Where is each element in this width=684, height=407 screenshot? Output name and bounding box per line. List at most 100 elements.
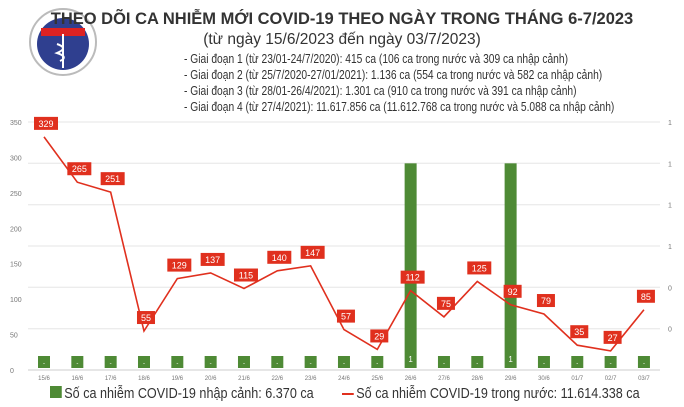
data-label: 57	[341, 312, 351, 322]
left-tick-label: 200	[10, 226, 22, 233]
phase-2: - Giai đoạn 2 (từ 25/7/2020-27/01/2021):…	[184, 68, 603, 82]
bar	[204, 356, 217, 368]
left-tick-label: 150	[10, 262, 22, 269]
bar	[437, 356, 450, 368]
legend-bar-swatch	[50, 386, 62, 398]
data-label-box	[34, 116, 58, 130]
right-tick-label: 1	[668, 244, 672, 251]
bar-label: -	[476, 361, 478, 367]
x-tick-label: 17/6	[105, 376, 117, 382]
left-tick-label: 350	[10, 120, 22, 127]
data-label: 115	[239, 271, 253, 281]
data-label-box	[100, 172, 125, 186]
data-label-box	[503, 284, 522, 298]
bar	[271, 356, 284, 368]
x-tick-label: 29/6	[505, 376, 517, 382]
data-label: 125	[472, 263, 487, 273]
data-label-box	[300, 245, 325, 259]
data-label: 35	[574, 327, 584, 337]
x-tick-label: 26/6	[405, 376, 417, 382]
bar-label: -	[76, 361, 78, 367]
data-label-box	[436, 296, 455, 310]
bar-label: -	[610, 361, 612, 367]
x-tick-label: 25/6	[371, 376, 383, 382]
data-label-box	[570, 325, 589, 339]
data-label-box	[467, 261, 492, 275]
right-tick-label: 0	[668, 327, 672, 334]
x-tick-label: 28/6	[471, 376, 483, 382]
data-label-box	[370, 329, 389, 343]
bar-label: -	[243, 361, 245, 367]
bar-label: -	[143, 361, 145, 367]
x-tick-label: 01/7	[571, 376, 583, 382]
bar	[637, 356, 650, 368]
bar-label: 1	[508, 355, 513, 364]
bar	[504, 163, 517, 368]
bar	[137, 356, 150, 368]
chart-title: THEO DÕI CA NHIỄM MỚI COVID-19 THEO NGÀY…	[50, 10, 634, 28]
bar	[371, 356, 384, 368]
bar-label: -	[210, 361, 212, 367]
bar	[38, 356, 50, 368]
x-tick-label: 16/6	[71, 376, 83, 382]
left-tick-label: 250	[10, 191, 22, 198]
data-label: 147	[305, 248, 320, 258]
bar	[571, 356, 584, 368]
x-tick-label: 18/6	[138, 376, 150, 382]
bar	[171, 356, 184, 368]
data-label-box	[267, 250, 292, 264]
data-label-box	[636, 289, 655, 303]
x-tick-label: 27/6	[438, 376, 450, 382]
right-tick-label: 1	[668, 203, 672, 210]
bar-label: -	[276, 361, 278, 367]
data-label: 79	[541, 296, 551, 306]
bar-label: -	[343, 361, 345, 367]
phase-1: - Giai đoạn 1 (từ 23/01-24/7/2020): 415 …	[184, 52, 568, 66]
data-label: 55	[141, 313, 151, 323]
x-tick-label: 19/6	[171, 376, 183, 382]
bar	[604, 356, 617, 368]
legend-line-label: Số ca nhiễm COVID-19 trong nước: 11.614.…	[356, 385, 640, 402]
data-label: 265	[72, 164, 87, 174]
legend-bar: Số ca nhiễm COVID-19 nhập cảnh: 6.370 ca	[50, 385, 314, 403]
chart-subtitle: (từ ngày 15/6/2023 đến ngày 03/7/2023)	[203, 31, 481, 48]
bar	[71, 356, 84, 368]
bar	[337, 356, 350, 368]
x-tick-label: 23/6	[305, 376, 317, 382]
bar-label: -	[110, 361, 112, 367]
x-tick-label: 24/6	[338, 376, 350, 382]
bar-label: -	[543, 361, 545, 367]
x-tick-label: 30/6	[538, 376, 550, 382]
left-tick-label: 50	[10, 333, 18, 340]
bar-label: -	[376, 361, 378, 367]
legend-line-swatch	[342, 393, 354, 396]
data-label-box	[233, 268, 258, 282]
bar	[471, 356, 484, 368]
data-label: 112	[405, 273, 419, 283]
legend-line: Số ca nhiễm COVID-19 trong nước: 11.614.…	[342, 385, 640, 403]
data-label: 29	[374, 331, 384, 341]
data-label: 251	[105, 174, 120, 184]
data-label-box	[136, 311, 155, 325]
x-tick-label: 21/6	[238, 376, 250, 382]
data-label-box	[67, 162, 92, 176]
data-label-box	[336, 309, 355, 323]
x-tick-label: 22/6	[271, 376, 283, 382]
data-label: 329	[38, 119, 53, 129]
bar-label: -	[176, 361, 178, 367]
ministry-of-health-logo	[29, 8, 97, 76]
data-label: 27	[608, 333, 618, 343]
data-label-box	[200, 252, 225, 266]
bar-label: -	[576, 361, 578, 367]
data-label-box	[167, 258, 192, 272]
line-series	[43, 136, 645, 352]
data-label-box	[603, 330, 622, 344]
bar-label: 1	[408, 355, 413, 364]
data-label-box	[536, 294, 555, 308]
right-tick-label: 1	[668, 161, 672, 168]
bar	[537, 356, 550, 368]
bar	[104, 356, 117, 368]
left-tick-label: 0	[10, 368, 14, 375]
